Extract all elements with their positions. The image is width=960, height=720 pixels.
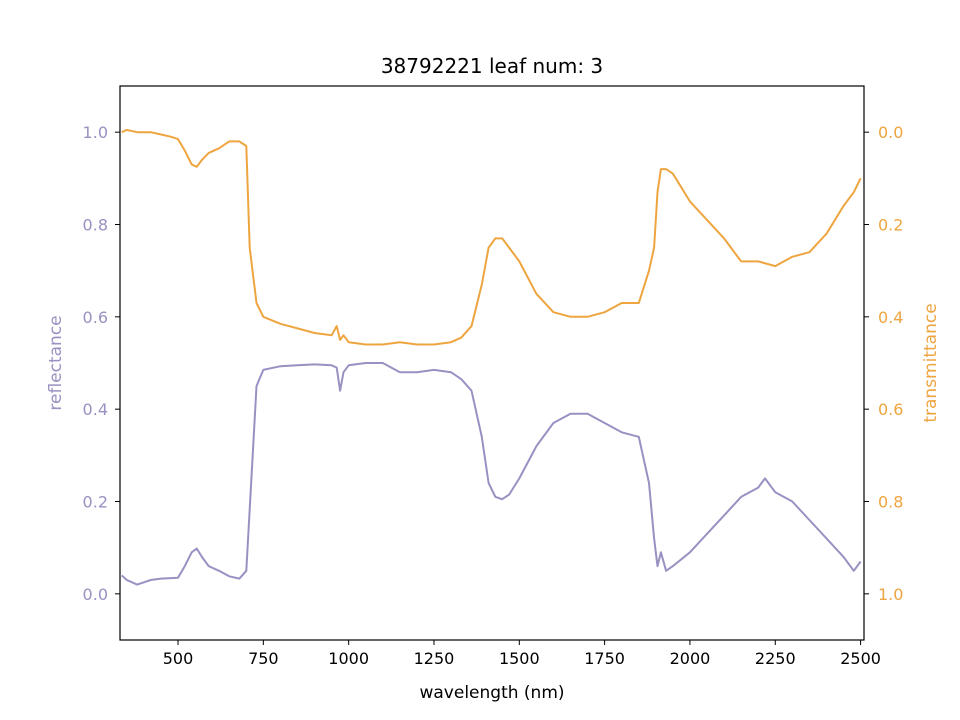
chart-title: 38792221 leaf num: 3 xyxy=(381,54,603,78)
x-tick-label: 2250 xyxy=(755,649,796,668)
plot-frame xyxy=(119,85,865,641)
right-tick-label: 0.2 xyxy=(878,216,903,235)
reflectance-series-line xyxy=(121,362,862,586)
x-tick-label: 1750 xyxy=(584,649,625,668)
left-tick-label: 0.8 xyxy=(83,216,108,235)
right-tick-label: 0.0 xyxy=(878,123,903,142)
left-axis-ticks: 0.0 0.2 0.4 0.6 0.8 1.0 xyxy=(83,123,120,604)
x-tick-label: 500 xyxy=(163,649,194,668)
right-tick-label: 0.6 xyxy=(878,400,903,419)
left-tick-label: 0.0 xyxy=(83,585,108,604)
x-tick-label: 1250 xyxy=(414,649,455,668)
left-tick-label: 0.6 xyxy=(83,308,108,327)
right-axis-ticks: 0.0 0.2 0.4 0.6 0.8 1.0 xyxy=(864,123,903,604)
right-axis-label: transmittance xyxy=(921,303,941,422)
right-tick-label: 1.0 xyxy=(878,585,903,604)
right-tick-label: 0.8 xyxy=(878,493,903,512)
transmittance-series-line xyxy=(121,128,862,346)
series-layer xyxy=(121,128,862,586)
x-axis-label: wavelength (nm) xyxy=(419,683,564,703)
x-tick-label: 2000 xyxy=(670,649,711,668)
x-tick-label: 1500 xyxy=(499,649,540,668)
left-axis-label: reflectance xyxy=(46,315,66,410)
x-axis-ticks: 500 750 1000 1250 1500 1750 2000 2250 2500 xyxy=(163,640,881,668)
left-tick-label: 1.0 xyxy=(83,123,108,142)
left-tick-label: 0.4 xyxy=(83,400,108,419)
right-tick-label: 0.4 xyxy=(878,308,903,327)
x-tick-label: 1000 xyxy=(328,649,369,668)
left-tick-label: 0.2 xyxy=(83,493,108,512)
x-tick-label: 2500 xyxy=(840,649,881,668)
x-tick-label: 750 xyxy=(248,649,279,668)
